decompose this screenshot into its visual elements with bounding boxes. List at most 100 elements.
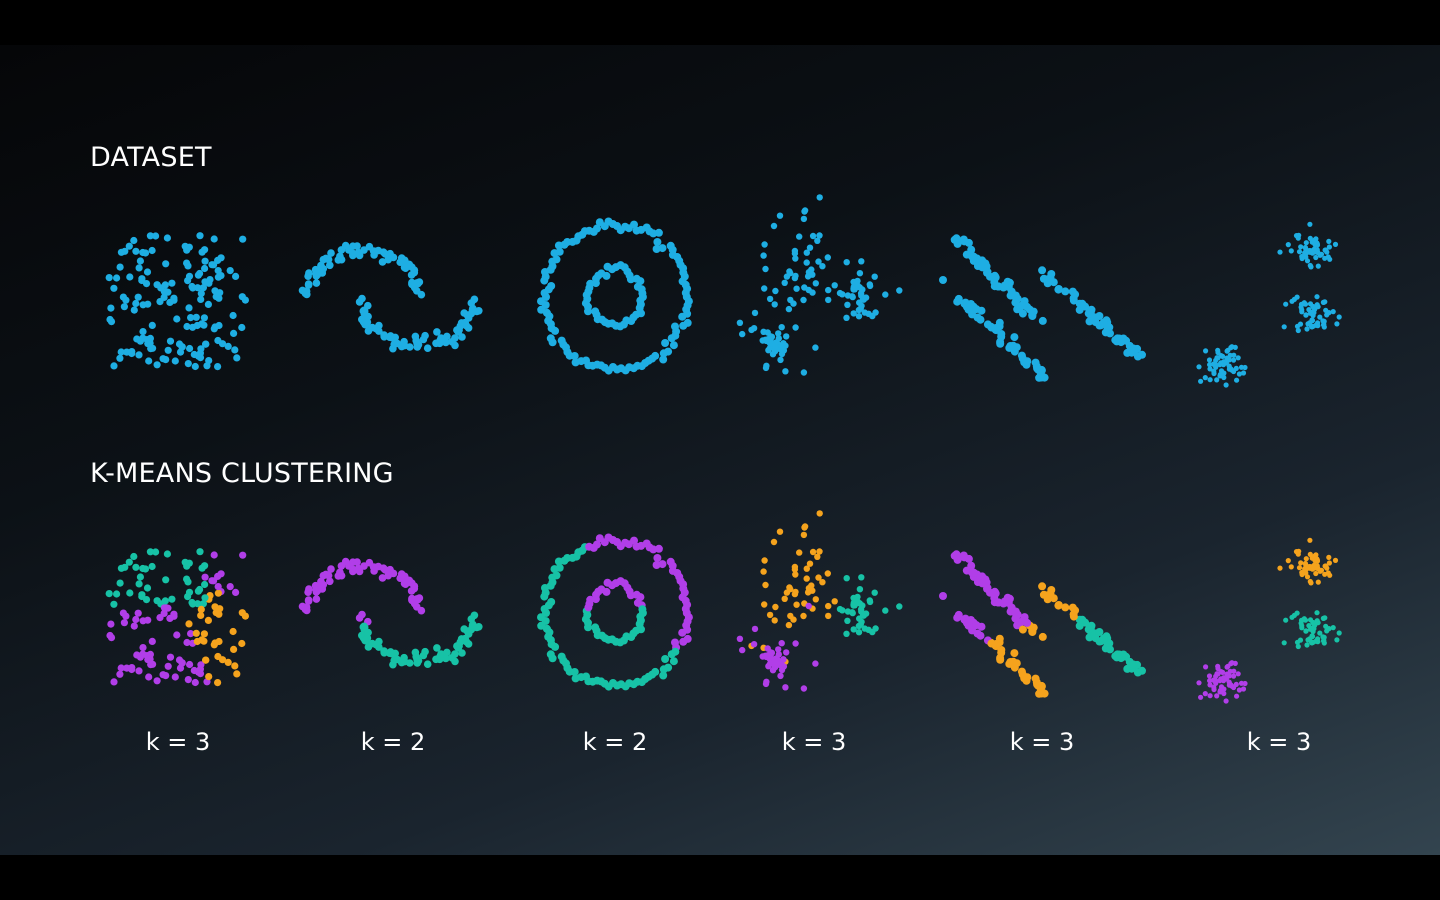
scatter-point xyxy=(825,286,832,294)
scatter-point xyxy=(196,354,205,362)
scatter-point xyxy=(557,336,566,345)
scatter-point xyxy=(463,311,472,319)
scatter-point xyxy=(1221,374,1227,381)
scatter-point xyxy=(1018,309,1027,318)
scatter-point xyxy=(849,293,856,301)
scatter-point xyxy=(1236,687,1242,693)
kmeans-panel-three-blobs xyxy=(1196,537,1342,704)
scatter-point xyxy=(751,309,759,317)
scatter-point xyxy=(791,274,799,282)
scatter-point xyxy=(125,242,133,250)
scatter-point xyxy=(781,595,788,602)
scatter-point xyxy=(776,212,784,219)
scatter-point xyxy=(858,574,865,581)
scatter-point xyxy=(1296,548,1302,554)
scatter-point xyxy=(146,548,154,556)
scatter-point xyxy=(761,241,768,248)
scatter-point xyxy=(152,548,160,556)
scatter-point xyxy=(1323,307,1329,313)
scatter-point xyxy=(803,259,810,266)
scatter-point xyxy=(190,666,198,675)
scatter-point xyxy=(148,246,156,255)
scatter-point xyxy=(196,269,204,278)
scatter-point xyxy=(214,363,222,371)
scatter-point xyxy=(750,641,758,648)
scatter-point xyxy=(858,302,865,310)
scatter-point xyxy=(410,584,419,593)
scatter-point xyxy=(661,339,670,347)
scatter-point xyxy=(669,341,678,350)
scatter-point xyxy=(882,291,889,298)
scatter-point xyxy=(1296,565,1303,571)
scatter-point xyxy=(378,574,387,582)
scatter-point xyxy=(805,585,813,592)
scatter-point xyxy=(775,651,782,658)
scatter-point xyxy=(825,296,832,304)
scatter-point xyxy=(969,252,977,261)
scatter-point xyxy=(983,268,991,277)
scatter-point xyxy=(1312,237,1318,243)
scatter-point xyxy=(871,273,878,280)
scatter-point xyxy=(1336,314,1342,320)
scatter-point xyxy=(148,637,156,646)
scatter-point xyxy=(812,660,819,667)
scatter-point xyxy=(781,279,788,286)
scatter-point xyxy=(814,237,821,244)
scatter-point xyxy=(1078,299,1087,308)
scatter-point xyxy=(1196,364,1202,370)
scatter-point xyxy=(1071,290,1080,299)
scatter-point xyxy=(1334,321,1340,327)
scatter-point xyxy=(197,605,205,614)
scatter-point xyxy=(653,554,662,562)
scatter-point xyxy=(132,563,140,571)
scatter-point xyxy=(1023,673,1032,682)
scatter-point xyxy=(1011,298,1020,307)
scatter-point xyxy=(139,644,147,652)
kmeans-row xyxy=(105,510,1342,704)
scatter-point xyxy=(365,558,374,567)
scatter-point xyxy=(171,673,179,681)
scatter-point xyxy=(764,645,771,652)
scatter-point xyxy=(843,314,850,321)
scatter-point xyxy=(1198,378,1204,384)
scatter-point xyxy=(995,318,1004,327)
scatter-point xyxy=(183,638,191,647)
scatter-point xyxy=(739,330,746,338)
scatter-point xyxy=(1011,614,1020,623)
scatter-point xyxy=(121,247,129,255)
k-label-panel-1: k = 3 xyxy=(145,728,211,756)
scatter-point xyxy=(436,336,444,345)
scatter-point xyxy=(469,620,477,629)
scatter-point xyxy=(1321,640,1327,646)
k-label-panel-3: k = 2 xyxy=(582,728,648,756)
scatter-point xyxy=(654,228,663,237)
scatter-point xyxy=(780,656,787,663)
scatter-point xyxy=(1240,370,1247,376)
scatter-point xyxy=(791,566,799,573)
scatter-point xyxy=(1332,557,1339,564)
scatter-point xyxy=(1296,232,1302,238)
scatter-point xyxy=(198,248,206,256)
scatter-point xyxy=(1202,375,1208,381)
scatter-point xyxy=(865,310,872,317)
scatter-point xyxy=(130,622,138,630)
scatter-point xyxy=(200,630,208,638)
scatter-point xyxy=(1017,667,1026,676)
scatter-point xyxy=(1095,312,1104,320)
scatter-point xyxy=(1303,240,1309,246)
scatter-point xyxy=(176,348,185,356)
scatter-point xyxy=(771,301,778,308)
scatter-point xyxy=(1330,309,1336,315)
scatter-point xyxy=(192,313,200,321)
scatter-point xyxy=(1322,247,1328,253)
scatter-point xyxy=(1214,693,1220,699)
scatter-point xyxy=(126,273,134,281)
scatter-point xyxy=(805,602,812,610)
scatter-point xyxy=(211,639,219,647)
scatter-point xyxy=(224,658,232,667)
scatter-point xyxy=(451,341,459,350)
scatter-point xyxy=(1215,347,1221,353)
scatter-point xyxy=(1087,621,1096,630)
scatter-point xyxy=(972,305,981,314)
scatter-point xyxy=(1232,344,1238,350)
